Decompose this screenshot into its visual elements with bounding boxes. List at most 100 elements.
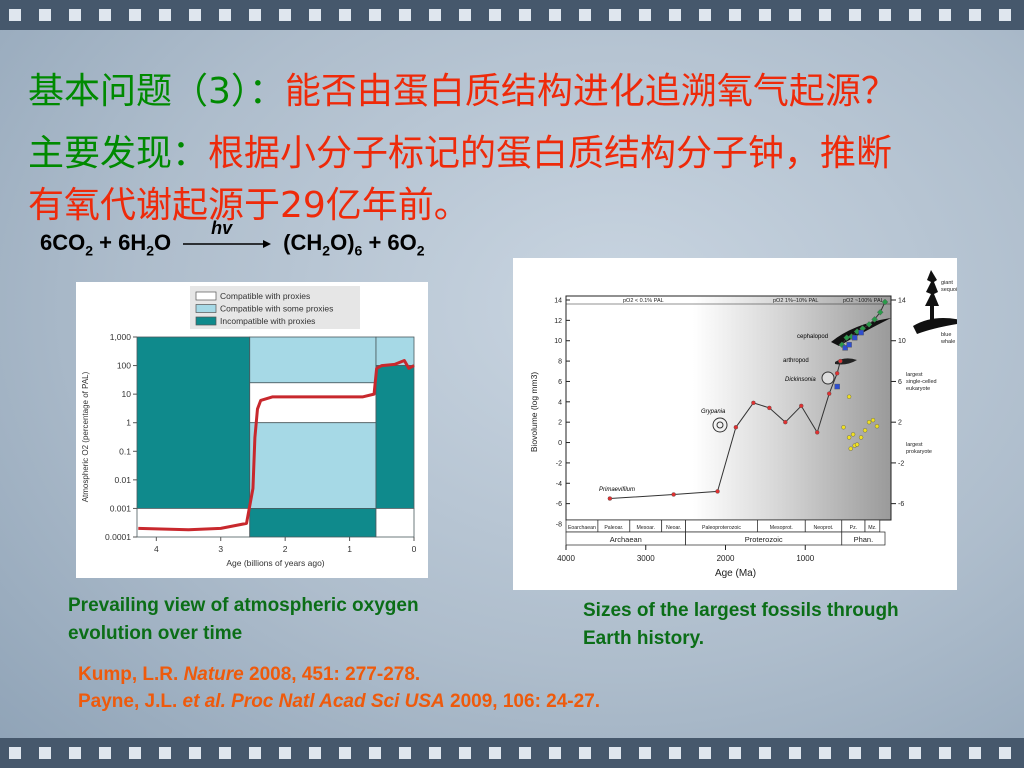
annotation: Primaevifilum xyxy=(599,487,635,493)
fossil-point xyxy=(866,419,872,425)
fossil-point xyxy=(815,430,820,435)
side-label: giant xyxy=(941,280,953,286)
legend-swatch xyxy=(195,304,217,313)
y-tick-label: -4 xyxy=(556,481,562,488)
fossil-point xyxy=(862,428,868,433)
y2-tick-label: 6 xyxy=(898,379,902,386)
subscript: 2 xyxy=(416,242,425,259)
question-label: 基本问题（3）： xyxy=(28,71,285,112)
side-label: prokaryote xyxy=(906,449,932,455)
side-label: blue xyxy=(941,332,951,338)
fossil-point xyxy=(851,334,858,341)
whale-icon xyxy=(913,318,961,334)
fossil-point xyxy=(870,417,876,423)
legend-swatch xyxy=(195,291,217,301)
annotation: arthropod xyxy=(783,358,809,364)
question-line: 基本问题（3）：能否由蛋白质结构进化追溯氧气起源？ xyxy=(28,68,897,116)
formula-part: O xyxy=(154,230,172,255)
subscript: 6 xyxy=(354,242,363,259)
y-tick-label: -2 xyxy=(556,460,562,467)
eon-label: Proterozoic xyxy=(745,535,783,544)
fossil-point xyxy=(834,371,840,376)
y-tick-label: 2 xyxy=(558,420,562,427)
region xyxy=(249,382,377,424)
sequoia-icon xyxy=(925,270,939,328)
fossil-point xyxy=(858,329,864,336)
legend-swatch xyxy=(195,316,217,326)
region xyxy=(249,508,377,538)
finding-line: 有氧代谢起源于29亿年前。 xyxy=(28,185,470,226)
fossil-point xyxy=(858,435,864,440)
reaction-arrow: hv xyxy=(183,218,272,250)
reference-part: Kump, L.R. xyxy=(78,664,184,685)
subscript: 2 xyxy=(146,242,155,259)
y2-tick-label: 14 xyxy=(898,298,906,305)
annotation: Dickinsonia xyxy=(785,377,816,383)
fossil-point xyxy=(842,345,848,351)
y-tick-label: -8 xyxy=(556,522,562,529)
eon-label: Archaean xyxy=(610,535,642,544)
figure-biovolume: Primaevifilum Grypania Dickinsonia arthr… xyxy=(513,258,961,590)
fossil-point xyxy=(850,432,856,437)
x-tick-label: 1 xyxy=(347,544,352,554)
oxygen-label: pO2 < 0.1% PAL xyxy=(623,298,664,304)
y-tick-label: 10 xyxy=(554,338,562,345)
formula-part: 6CO xyxy=(40,230,86,255)
grypania-icon xyxy=(716,421,724,429)
reference-part: 2009, 106: 24-27. xyxy=(444,691,601,712)
finding-line: 主要发现：根据小分子标记的蛋白质结构分子钟，推断 xyxy=(28,130,892,178)
era-label: Mesoar. xyxy=(637,525,655,531)
y2-tick-label: -6 xyxy=(898,501,904,508)
era-label: Paleoproterozoic xyxy=(702,525,741,531)
reference-part: 2008, 451: 277-278. xyxy=(243,664,421,685)
side-label: eukaryote xyxy=(906,386,930,392)
region xyxy=(136,508,251,538)
y-axis-label: Biovolume (log mm3) xyxy=(529,372,539,452)
x-tick-label: 3 xyxy=(218,544,223,554)
era-label: Pz. xyxy=(850,525,858,531)
era-label: Paleoar. xyxy=(604,525,623,531)
question: 能否由蛋白质结构进化追溯氧气起源？ xyxy=(284,71,897,112)
side-label: sequoia xyxy=(941,287,957,293)
region xyxy=(375,336,415,366)
x-tick-label: 4 xyxy=(154,544,159,554)
fossil-point xyxy=(826,391,832,396)
fossil-point xyxy=(671,492,676,497)
y-axis-label: Atmospheric O2 (percentage of PAL) xyxy=(81,371,90,502)
y-tick-label: 0.01 xyxy=(114,475,131,485)
formula-part: O) xyxy=(330,230,355,255)
x-tick-label: 2000 xyxy=(717,554,735,563)
biovolume-chart: Primaevifilum Grypania Dickinsonia arthr… xyxy=(529,270,961,579)
region xyxy=(375,508,415,538)
fossil-point xyxy=(838,358,843,364)
fossil-point xyxy=(767,405,772,411)
reference: Payne, J.L. et al. Proc Natl Acad Sci US… xyxy=(78,691,600,713)
fossil-point xyxy=(799,403,804,409)
side-label: single-celled xyxy=(906,379,937,385)
y2-tick-label: -2 xyxy=(898,460,904,467)
equation: 6CO2 + 6H2O hv (CH2O)6 + 6O2 xyxy=(40,218,425,259)
fossil-point xyxy=(846,342,852,348)
reference-part: et al. Proc Natl Acad Sci USA xyxy=(182,691,445,712)
y-tick-label: 0.001 xyxy=(110,503,132,513)
x-tick-label: 1000 xyxy=(796,554,814,563)
region xyxy=(375,365,415,509)
fossil-point xyxy=(876,308,884,316)
oxygen-label: pO2 1%–10% PAL xyxy=(773,298,818,304)
fossil-point xyxy=(854,442,860,447)
fossil-point xyxy=(848,446,853,451)
y-tick-label: -6 xyxy=(556,501,562,508)
oxygen-label: pO2 ~100% PAL xyxy=(843,298,884,304)
figure-oxygen: 1,000 100 10 1 0.1 0.01 0.001 0.0001 4 3 2 1 0 Age (b… xyxy=(76,282,428,578)
reference: Kump, L.R. Nature 2008, 451: 277-278. xyxy=(78,664,420,686)
y-tick-label: 0.1 xyxy=(119,446,131,456)
y-tick-label: 6 xyxy=(558,379,562,386)
dickinsonia-icon xyxy=(821,371,835,385)
region xyxy=(136,336,251,509)
formula-part: + 6O xyxy=(362,230,417,255)
reference-part: Nature xyxy=(183,664,244,685)
y-tick-label: 0.0001 xyxy=(105,532,131,542)
annotation: cephalopod xyxy=(797,334,828,340)
fossil-point xyxy=(751,400,756,406)
